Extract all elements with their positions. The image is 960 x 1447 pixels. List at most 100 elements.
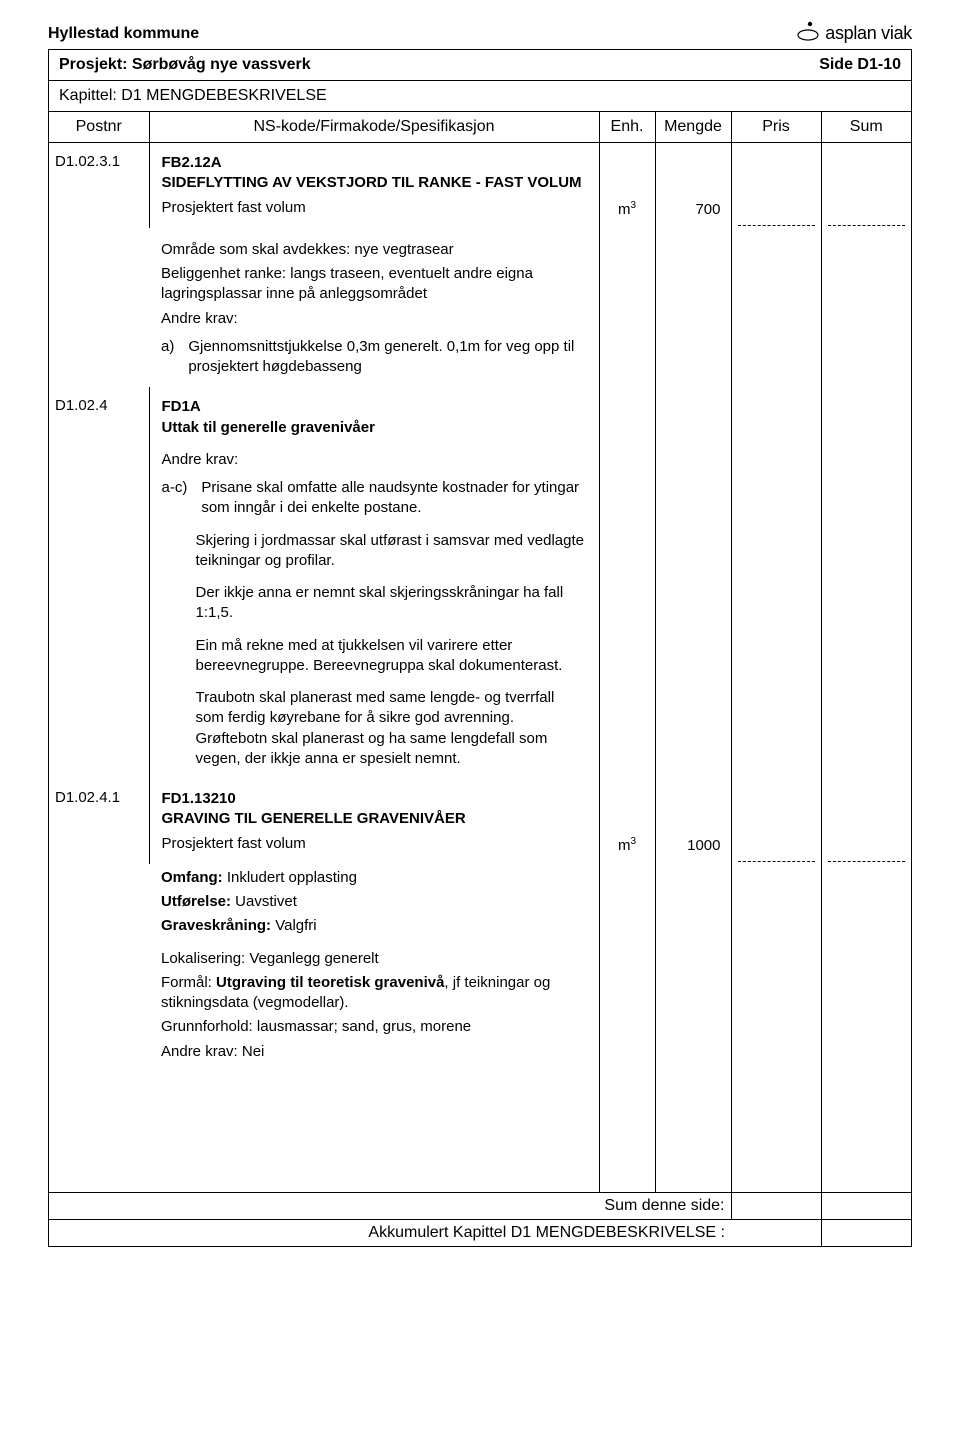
empty-cell <box>821 228 911 388</box>
footer-akk-pris <box>731 1219 821 1246</box>
empty-cell <box>655 228 731 388</box>
empty-cell <box>731 864 821 1192</box>
grunn-line: Grunnforhold: lausmassar; sand, grus, mo… <box>161 1017 587 1037</box>
footer-sum-label: Sum denne side: <box>49 1192 731 1219</box>
volume-label: Prosjektert fast volum <box>162 198 587 218</box>
empty-cell <box>731 228 821 388</box>
footer-sum-sum <box>821 1192 911 1219</box>
body-line: Andre krav: <box>162 450 587 470</box>
project-row: Prosjekt: Sørbøvåg nye vassverk Side D1-… <box>49 50 911 81</box>
table-row: D1.02.4.1 FD1.13210 GRAVING TIL GENERELL… <box>49 779 911 864</box>
empty-cell <box>655 387 731 779</box>
postnr: D1.02.4.1 <box>49 779 149 1192</box>
list-text: Gjennomsnittstjukkelse 0,3m generelt. 0,… <box>188 337 586 378</box>
andre-line: Andre krav: Nei <box>161 1042 587 1062</box>
formal-bold: Utgraving til teoretisk gravenivå <box>216 974 444 991</box>
list-marker: a) <box>161 337 174 378</box>
logo-text: asplan viak <box>825 23 912 44</box>
table-row: D1.02.3.1 FB2.12A SIDEFLYTTING AV VEKSTJ… <box>49 143 911 228</box>
enh-unit: m <box>618 201 631 218</box>
body-para: Der ikkje anna er nemnt skal skjeringssk… <box>196 583 587 624</box>
row-title: Uttak til generelle gravenivåer <box>162 418 587 438</box>
row-title: SIDEFLYTTING AV VEKSTJORD TIL RANKE - FA… <box>162 173 587 193</box>
table-row: Omfang: Inkludert opplasting Utførelse: … <box>49 864 911 1192</box>
logo-mark-icon <box>795 20 821 47</box>
table-header-row: Postnr NS-kode/Firmakode/Spesifikasjon E… <box>49 112 911 143</box>
project-label: Prosjekt: Sørbøvåg nye vassverk <box>59 56 311 74</box>
empty-cell <box>821 387 911 779</box>
row-title: GRAVING TIL GENERELLE GRAVENIVÅER <box>162 809 587 829</box>
empty-cell <box>599 228 655 388</box>
list-item: a-c) Prisane skal omfatte alle naudsynte… <box>162 478 587 519</box>
omfang-line: Omfang: Inkludert opplasting <box>161 868 587 888</box>
enh-super: 3 <box>630 836 636 847</box>
row-code: FD1.13210 <box>162 789 587 809</box>
col-sum: Sum <box>821 112 911 143</box>
enh-cell: m3 <box>599 779 655 864</box>
body-line: Andre krav: <box>161 309 587 329</box>
col-enh: Enh. <box>599 112 655 143</box>
empty-cell <box>599 864 655 1192</box>
enh-cell: m3 <box>599 143 655 228</box>
table-row: Område som skal avdekkes: nye vegtrasear… <box>49 228 911 388</box>
mengde-cell: 1000 <box>655 779 731 864</box>
body-line: Område som skal avdekkes: nye vegtrasear <box>161 240 587 260</box>
omfang-value: Inkludert opplasting <box>223 869 357 886</box>
list-text: Prisane skal omfatte alle naudsynte kost… <box>201 478 586 519</box>
volume-label: Prosjektert fast volum <box>162 834 587 854</box>
list-marker: a-c) <box>162 478 188 519</box>
sum-cell <box>821 779 911 864</box>
footer-table: Sum denne side: Akkumulert Kapittel D1 M… <box>49 1192 911 1246</box>
postnr: D1.02.4 <box>49 387 149 779</box>
body-line: Beliggenhet ranke: langs traseen, eventu… <box>161 264 587 305</box>
grave-line: Graveskråning: Valgfri <box>161 916 587 936</box>
pris-cell <box>731 143 821 228</box>
omfang-label: Omfang: <box>161 869 223 886</box>
side-label: Side D1-10 <box>819 56 901 74</box>
footer-row-sum: Sum denne side: <box>49 1192 911 1219</box>
formal-label: Formål: <box>161 974 216 991</box>
footer-akk-sum <box>821 1219 911 1246</box>
row-code: FD1A <box>162 397 587 417</box>
dashed-line <box>738 207 815 226</box>
pris-cell <box>731 779 821 864</box>
col-spec: NS-kode/Firmakode/Spesifikasjon <box>149 112 599 143</box>
col-postnr: Postnr <box>49 112 149 143</box>
spec-cell: FB2.12A SIDEFLYTTING AV VEKSTJORD TIL RA… <box>149 143 599 228</box>
enh-unit: m <box>618 837 631 854</box>
body-para: Skjering i jordmassar skal utførast i sa… <box>196 531 587 572</box>
grave-value: Valgfri <box>271 917 317 934</box>
spec-body: Omfang: Inkludert opplasting Utførelse: … <box>149 864 599 1192</box>
postnr: D1.02.3.1 <box>49 143 149 388</box>
footer-row-akk: Akkumulert Kapittel D1 MENGDEBESKRIVELSE… <box>49 1219 911 1246</box>
spec-cell: FD1A Uttak til generelle gravenivåer And… <box>149 387 599 779</box>
col-pris: Pris <box>731 112 821 143</box>
body-para: Ein må rekne med at tjukkelsen vil varir… <box>196 636 587 677</box>
table-row: D1.02.4 FD1A Uttak til generelle graveni… <box>49 387 911 779</box>
grave-label: Graveskråning: <box>161 917 271 934</box>
row-code: FB2.12A <box>162 153 587 173</box>
company-logo: asplan viak <box>795 20 912 47</box>
col-mengde: Mengde <box>655 112 731 143</box>
utforelse-line: Utførelse: Uavstivet <box>161 892 587 912</box>
chapter-row: Kapittel: D1 MENGDEBESKRIVELSE <box>49 81 911 112</box>
enh-super: 3 <box>630 200 636 211</box>
dashed-line <box>828 843 906 862</box>
footer-akk-label: Akkumulert Kapittel D1 MENGDEBESKRIVELSE… <box>49 1219 731 1246</box>
content-box: Prosjekt: Sørbøvåg nye vassverk Side D1-… <box>48 49 912 1247</box>
spec-body: Område som skal avdekkes: nye vegtrasear… <box>149 228 599 388</box>
spec-table: Postnr NS-kode/Firmakode/Spesifikasjon E… <box>49 112 911 1192</box>
mengde-cell: 700 <box>655 143 731 228</box>
lokal-line: Lokalisering: Veganlegg generelt <box>161 949 587 969</box>
dashed-line <box>738 843 815 862</box>
dashed-line <box>828 207 906 226</box>
footer-sum-pris <box>731 1192 821 1219</box>
empty-cell <box>599 387 655 779</box>
kommune-name: Hyllestad kommune <box>48 25 199 43</box>
header-row: Hyllestad kommune asplan viak <box>48 20 912 47</box>
page: Hyllestad kommune asplan viak Prosjekt: … <box>0 0 960 1295</box>
utforelse-label: Utførelse: <box>161 893 231 910</box>
empty-cell <box>731 387 821 779</box>
sum-cell <box>821 143 911 228</box>
empty-cell <box>655 864 731 1192</box>
